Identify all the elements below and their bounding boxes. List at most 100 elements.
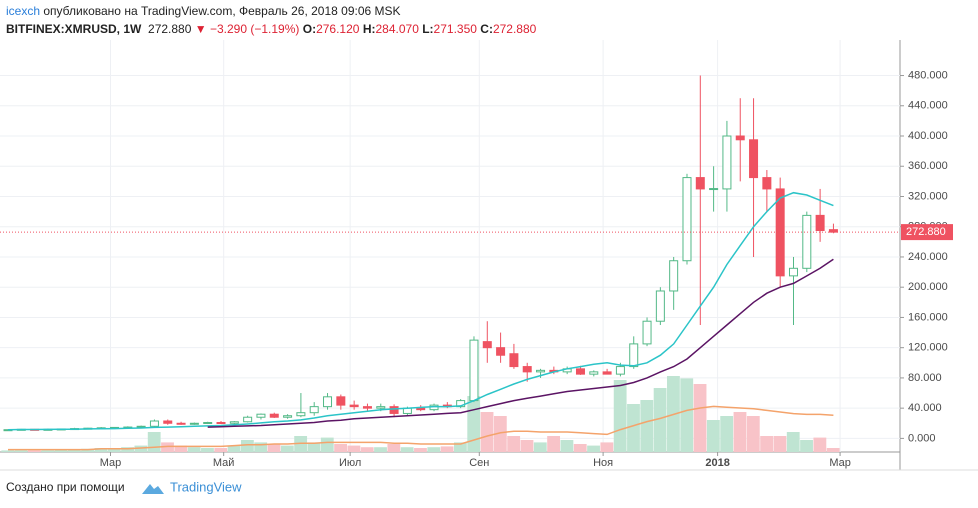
candle-body [828, 229, 838, 233]
candle-body [176, 422, 186, 425]
x-tick-label: Ноя [593, 457, 613, 469]
candle-body [682, 177, 692, 262]
candle-body [389, 406, 399, 414]
volume-bar [533, 442, 547, 452]
last: 272.880 [148, 22, 192, 36]
y-tick-label: 360.000 [908, 160, 948, 172]
candle-body [269, 413, 279, 418]
candle-body [749, 139, 759, 179]
volume-bar [94, 448, 108, 452]
volume-bar [454, 442, 467, 452]
candle-body [788, 267, 798, 277]
y-tick-label: 480.000 [908, 69, 948, 81]
volume-bar [547, 436, 561, 452]
candle-body [296, 412, 306, 417]
candle-body [642, 320, 652, 345]
candle-body [189, 422, 199, 425]
candle-body [695, 177, 705, 190]
volume-bar [294, 436, 308, 452]
volume-bar [507, 436, 521, 452]
last-price-box [901, 224, 953, 241]
volume-bar [227, 445, 241, 452]
last-price-label: 272.880 [906, 226, 946, 238]
ohlc-key: H: [362, 22, 376, 36]
candle-body [722, 135, 732, 190]
user[interactable]: icexch [6, 4, 41, 18]
candle-body [482, 341, 492, 349]
volume-bar [54, 449, 68, 452]
volume-bar [746, 416, 760, 452]
ohlc-key: C: [480, 22, 493, 36]
volume-bar [573, 444, 587, 452]
volume-bar [347, 445, 361, 452]
publish-line: icexch опубликовано на TradingView.com, … [6, 4, 401, 18]
footer-brand[interactable]: TradingView [170, 479, 242, 494]
volume-bar [201, 448, 214, 452]
candle-body [376, 406, 386, 409]
volume-bar [587, 445, 600, 452]
volume-bar [174, 445, 188, 452]
candle-body [309, 406, 319, 414]
moving-average [7, 191, 834, 431]
volume-bar [680, 378, 694, 452]
candle-body [163, 420, 173, 424]
x-tick-label: 2018 [705, 457, 729, 469]
candle-body [229, 421, 239, 424]
candle-body [815, 214, 825, 232]
candle-body [709, 188, 719, 191]
y-tick-label: 40.000 [908, 402, 942, 414]
y-tick-label: 440.000 [908, 100, 948, 112]
ohlc: O:276.120 H:284.070 L:271.350 C:272.880 [303, 22, 537, 36]
x-tick-label: Мар [100, 457, 122, 469]
x-tick-label: Мар [829, 457, 851, 469]
y-tick-label: 120.000 [908, 342, 948, 354]
ohlc-value: 276.120 [316, 22, 360, 36]
volume-bar [480, 412, 494, 452]
ohlc-value: 272.880 [492, 22, 537, 36]
y-tick-label: 160.000 [908, 311, 948, 323]
candle-body [669, 260, 679, 292]
candle-body [256, 413, 266, 418]
volume-bar [414, 448, 427, 452]
volume-bar [800, 440, 813, 452]
candle-body [536, 369, 546, 373]
volume-bar [67, 449, 81, 452]
y-tick-label: 400.000 [908, 130, 948, 142]
volume-bar [334, 444, 347, 452]
ohlc-key: L: [422, 22, 434, 36]
volume-bar [786, 432, 800, 452]
y-tick-label: 80.000 [908, 372, 942, 384]
candle-body [216, 422, 226, 425]
y-tick-label: 240.000 [908, 251, 948, 263]
volume-bar [280, 445, 294, 452]
volume-bar [240, 440, 254, 452]
volume-bar [307, 442, 321, 452]
volume-bar [706, 420, 720, 452]
volume-bar [467, 396, 481, 452]
volume-bar [1, 450, 15, 452]
footer-text: Создано при помощи [6, 480, 125, 494]
candle-body [602, 371, 612, 375]
volume-bar [733, 412, 747, 452]
ohlc-value: 271.350 [433, 22, 477, 36]
volume-bar [147, 432, 161, 452]
candle-body [496, 347, 506, 356]
volume-bar [560, 440, 574, 452]
y-tick-label: 0.000 [908, 432, 936, 444]
candle-body [243, 416, 253, 423]
x-tick-label: Сен [469, 457, 489, 469]
volume-bar [41, 450, 55, 452]
candle-body [629, 343, 639, 368]
volume-bar [121, 447, 134, 452]
candle-body [323, 396, 333, 408]
volume-bar [27, 450, 41, 452]
volume-bar [374, 447, 387, 452]
candle-body [509, 353, 519, 368]
volume-bar [267, 444, 281, 452]
volume-bar [720, 416, 734, 452]
x-tick-label: Июл [339, 457, 361, 469]
volume-bar [427, 447, 441, 452]
y-tick-label: 320.000 [908, 190, 948, 202]
